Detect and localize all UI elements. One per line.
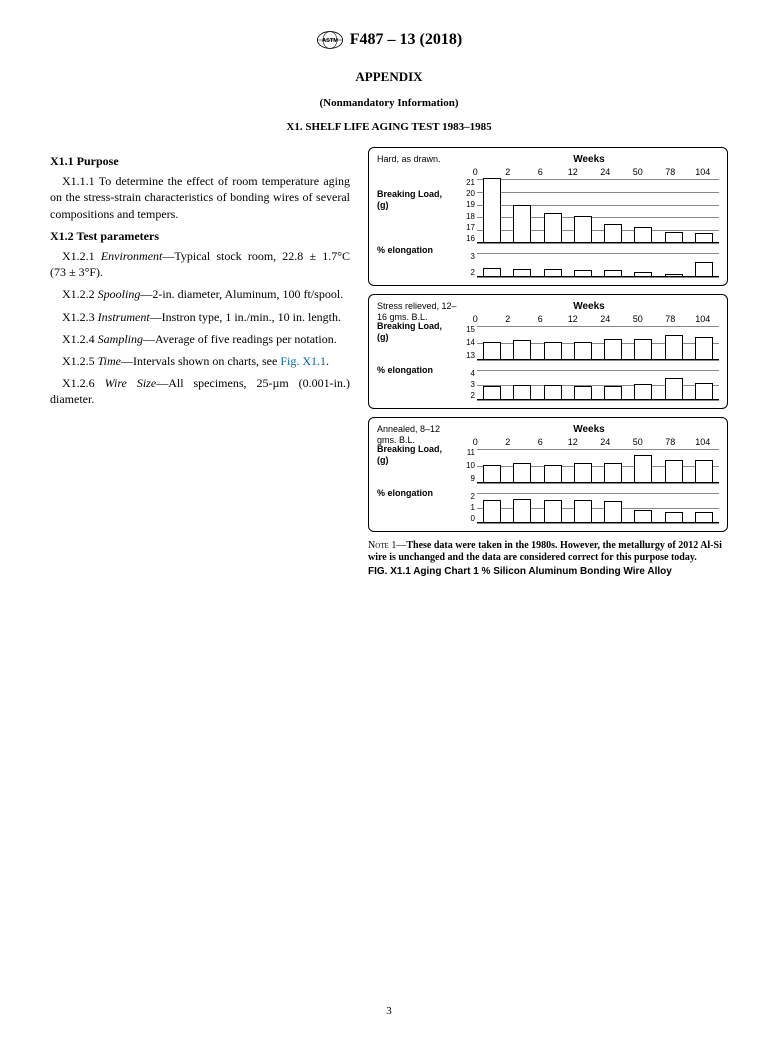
purpose-text: X1.1.1 To determine the effect of room t… <box>50 173 350 222</box>
chart-panel: Hard, as drawn.Breaking Load,(g)% elonga… <box>368 147 728 286</box>
param-3: X1.2.3 Instrument—Instron type, 1 in./mi… <box>50 309 350 325</box>
param-5: X1.2.5 Time—Intervals shown on charts, s… <box>50 353 350 369</box>
designation-line: ASTM F487 – 13 (2018) <box>316 30 462 50</box>
param-4-text: —Average of five readings per notation. <box>143 332 337 346</box>
designation-text: F487 – 13 (2018) <box>350 31 462 49</box>
param-3-name: Instrument <box>98 310 150 324</box>
astm-logo: ASTM <box>316 30 344 50</box>
param-2: X1.2.2 Spooling—2-in. diameter, Aluminum… <box>50 286 350 302</box>
param-1: X1.2.1 Environment—Typical stock room, 2… <box>50 248 350 280</box>
chart-panel: Stress relieved, 12–16 gms. B.L.Breaking… <box>368 294 728 409</box>
figure-caption: FIG. X1.1 Aging Chart 1 % Silicon Alumin… <box>368 566 728 577</box>
left-column: X1.1 Purpose X1.1.1 To determine the eff… <box>50 147 350 577</box>
fig-ref: Fig. X1.1 <box>280 354 326 368</box>
param-5-text: —Intervals shown on charts, see <box>121 354 280 368</box>
param-4: X1.2.4 Sampling—Average of five readings… <box>50 331 350 347</box>
charts-container: Hard, as drawn.Breaking Load,(g)% elonga… <box>368 147 728 532</box>
param-1-num: X1.2.1 <box>62 249 101 263</box>
param-3-text: —Instron type, 1 in./min., 10 in. length… <box>150 310 341 324</box>
param-6-name: Wire Size <box>105 376 157 390</box>
svg-text:ASTM: ASTM <box>322 38 338 44</box>
param-3-num: X1.2.3 <box>62 310 98 324</box>
section-title: X1. SHELF LIFE AGING TEST 1983–1985 <box>50 121 728 133</box>
subtitle: (Nonmandatory Information) <box>50 97 728 109</box>
param-5-end: . <box>326 354 329 368</box>
note-label: Note 1— <box>368 540 406 551</box>
purpose-heading: X1.1 Purpose <box>50 153 350 169</box>
chart-panel: Annealed, 8–12 gms. B.L.Breaking Load,(g… <box>368 417 728 532</box>
content-columns: X1.1 Purpose X1.1.1 To determine the eff… <box>50 147 728 577</box>
note-text: These data were taken in the 1980s. Howe… <box>368 540 722 563</box>
figure-note: Note 1—These data were taken in the 1980… <box>368 540 728 564</box>
page-header: ASTM F487 – 13 (2018) APPENDIX (Nonmanda… <box>50 30 728 133</box>
right-column: Hard, as drawn.Breaking Load,(g)% elonga… <box>368 147 728 577</box>
param-2-name: Spooling <box>98 287 141 301</box>
params-heading: X1.2 Test parameters <box>50 228 350 244</box>
param-1-name: Environment <box>101 249 163 263</box>
param-4-num: X1.2.4 <box>62 332 98 346</box>
param-5-name: Time <box>98 354 121 368</box>
param-4-name: Sampling <box>98 332 143 346</box>
param-6: X1.2.6 Wire Size—All specimens, 25-µm (0… <box>50 375 350 407</box>
param-5-num: X1.2.5 <box>62 354 98 368</box>
appendix-title: APPENDIX <box>50 69 728 85</box>
param-6-num: X1.2.6 <box>62 376 105 390</box>
param-2-text: —2-in. diameter, Aluminum, 100 ft/spool. <box>140 287 343 301</box>
page-number: 3 <box>0 1005 778 1017</box>
param-2-num: X1.2.2 <box>62 287 98 301</box>
